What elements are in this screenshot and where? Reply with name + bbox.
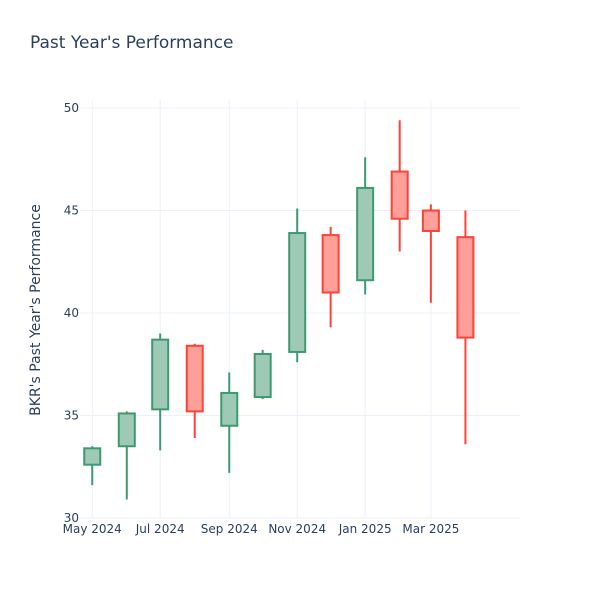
- x-tick-label: May 2024: [63, 522, 122, 536]
- candle-decreasing: [456, 210, 475, 445]
- candle-body: [356, 186, 375, 282]
- candle-body: [253, 353, 272, 399]
- x-tick-label: Jul 2024: [135, 522, 185, 536]
- candle-layer: [83, 120, 475, 500]
- candle-body: [456, 236, 475, 339]
- candle-increasing: [356, 157, 375, 295]
- y-tick-label: 35: [64, 409, 79, 423]
- x-tick-label: Mar 2025: [402, 522, 459, 536]
- candle-body: [390, 170, 409, 220]
- candle-decreasing: [321, 226, 340, 328]
- y-axis-title: BKR's Past Year's Performance: [28, 204, 44, 416]
- candle-increasing: [220, 372, 239, 473]
- x-axis-ticks: May 2024 Jul 2024 Sep 2024 Nov 2024 Jan 2025…: [63, 522, 460, 536]
- chart-title: Past Year's Performance: [30, 33, 234, 53]
- candle-increasing: [253, 349, 272, 400]
- candle-body: [185, 344, 204, 413]
- candle-increasing: [288, 208, 307, 363]
- candle-increasing: [117, 411, 136, 500]
- candle-body: [220, 391, 239, 427]
- candle-body: [83, 447, 102, 466]
- candle-body: [321, 234, 340, 294]
- x-tick-label: Jan 2025: [338, 522, 392, 536]
- x-tick-label: Nov 2024: [268, 522, 326, 536]
- candle-increasing: [151, 333, 170, 451]
- y-tick-label: 40: [64, 306, 79, 320]
- candle-decreasing: [390, 120, 409, 252]
- candle-decreasing: [421, 204, 440, 303]
- y-tick-label: 45: [64, 204, 79, 218]
- candle-decreasing: [185, 343, 204, 439]
- y-axis-ticks: 30 35 40 45 50: [64, 101, 79, 525]
- x-tick-label: Sep 2024: [201, 522, 258, 536]
- y-tick-label: 50: [64, 101, 79, 115]
- candle-body: [421, 209, 440, 232]
- candle-body: [288, 232, 307, 353]
- candle-body: [117, 412, 136, 448]
- candle-increasing: [83, 446, 102, 486]
- candle-body: [151, 338, 170, 411]
- y-tick-label: 30: [64, 511, 79, 525]
